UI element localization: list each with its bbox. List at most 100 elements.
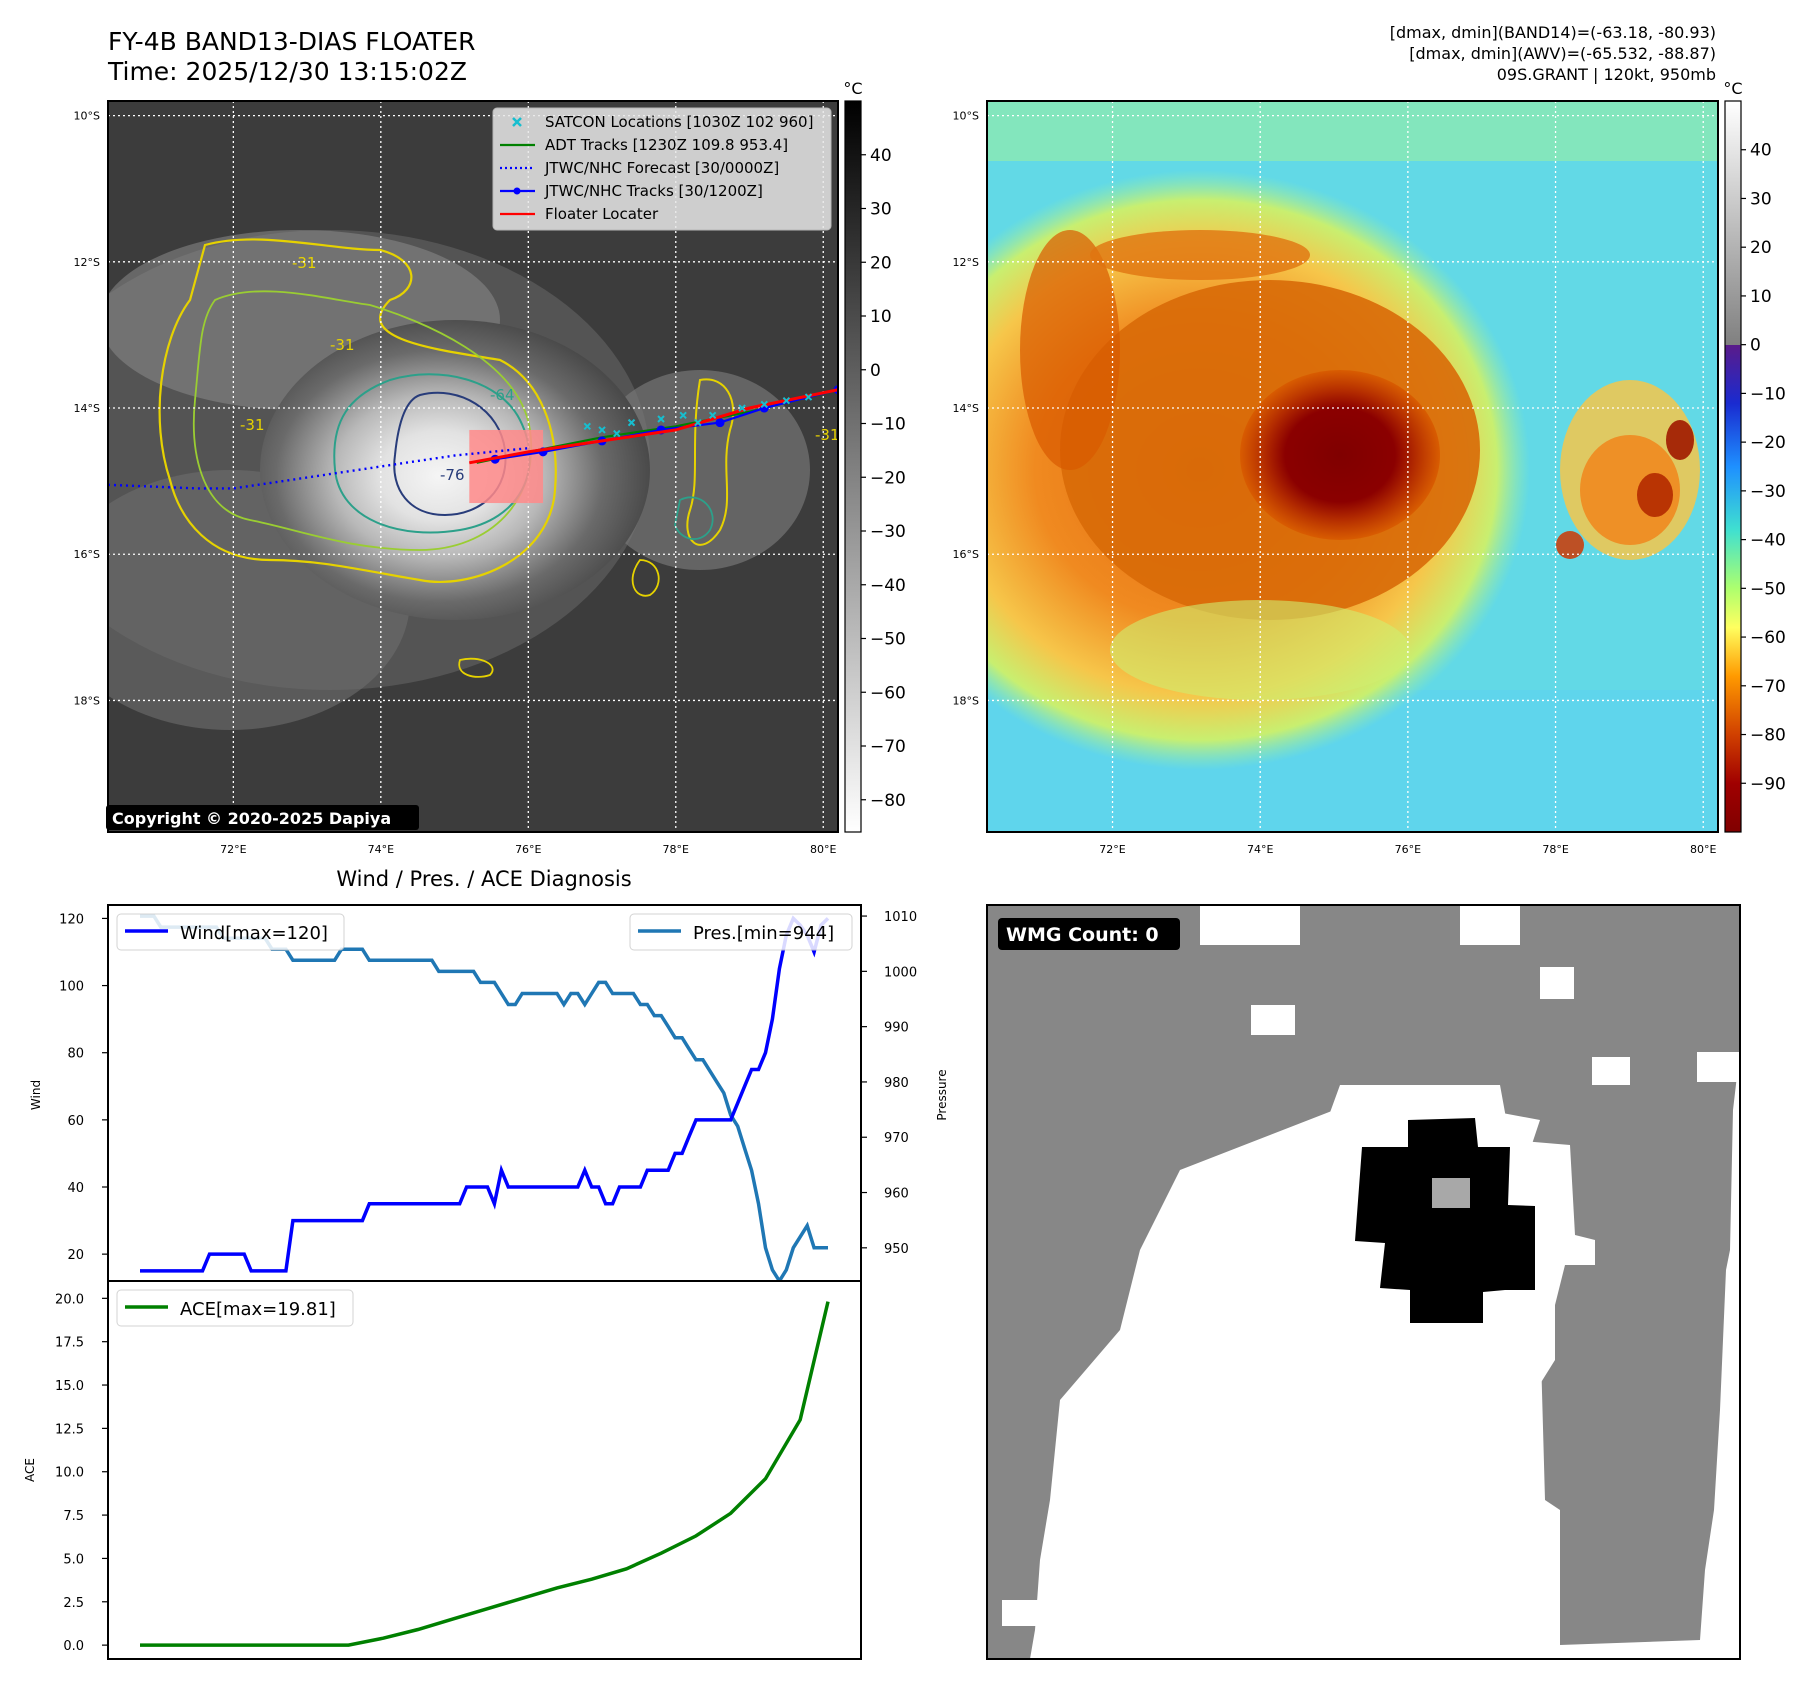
pressure-tick-label: 980: [884, 1076, 909, 1091]
wind-tick-label: 100: [59, 980, 84, 995]
awv-west-band: [1020, 230, 1120, 470]
contour-east-yellow: [686, 378, 735, 546]
satcon-point: [708, 411, 717, 420]
colorbar-tick-label: −90: [1750, 774, 1786, 794]
lon-tick-label: 78°E: [663, 843, 689, 856]
wmg-frame: [986, 904, 1741, 1660]
colorbar-tick-label: −20: [1750, 433, 1786, 453]
wmg-count-text: WMG Count: 0: [1006, 924, 1159, 946]
lat-tick-label: 10°S: [74, 110, 100, 123]
lat-tick-label: 12°S: [953, 256, 979, 269]
ir-colorbar-unit: °C: [843, 79, 862, 98]
contour-label: -31: [330, 336, 355, 354]
colorbar-tick-label: 40: [1750, 141, 1772, 161]
satcon-point: [679, 411, 687, 420]
pressure-legend: Pres.[min=944]: [629, 913, 853, 951]
pressure-axis-label: Pressure: [935, 1069, 949, 1120]
jtwc-forecast-track: [108, 447, 529, 490]
colorbar-tick-label: 0: [870, 361, 881, 381]
wmg-core-black: [1355, 1118, 1535, 1323]
lat-tick-label: 14°S: [74, 402, 100, 415]
ir-colorbar: [844, 100, 862, 833]
contour-label: -31: [240, 416, 265, 434]
satcon-point: [804, 393, 813, 401]
contour-minus76: [393, 391, 507, 517]
wmg-white-patch: [1540, 967, 1574, 999]
colorbar-tick-label: −20: [870, 468, 906, 488]
awv-lon-labels: 72°E 74°E 76°E 78°E 80°E: [1099, 843, 1716, 856]
legend-swatch: [512, 117, 522, 127]
ace-axis-label: ACE: [23, 1458, 37, 1482]
copyright-text: Copyright © 2020-2025 Dapiya: [112, 809, 391, 828]
ir-tracks: [108, 385, 838, 504]
awv-panel: 10°S 12°S 14°S 16°S 18°S 72°E 74°E 76°E 78°E 80°…: [953, 79, 1786, 856]
colorbar-tick-label: 10: [870, 307, 892, 327]
satcon-point: [598, 426, 606, 434]
ir-panel: -31 -31 -31 -64 -76 -31 10°S 12°S 14°S 16°S…: [74, 79, 906, 856]
wind-legend-label: Wind[max=120]: [180, 923, 328, 944]
wmg-outer-gray: [987, 905, 1740, 1659]
ace-tick-label: 17.5: [55, 1336, 84, 1351]
colorbar-tick-label: −40: [870, 576, 906, 596]
ir-time: Time: 2025/12/30 13:15:02Z: [107, 57, 467, 86]
satcon-point: [738, 404, 746, 412]
wind-axis-ticks: 20 40 60 80 100 120: [59, 912, 108, 1263]
floater-box: [469, 429, 544, 504]
awv-colorbar-unit: °C: [1723, 79, 1742, 98]
contour-east-teal: [674, 496, 714, 540]
colorbar-tick-label: 10: [1750, 287, 1772, 307]
colorbar-tick-label: −70: [870, 737, 906, 757]
pressure-legend-label: Pres.[min=944]: [693, 923, 834, 944]
pressure-tick-label: 960: [884, 1187, 909, 1202]
satcon-point: [657, 415, 665, 423]
wmg-badge: [998, 918, 1180, 950]
wmg-white-patch: [1251, 1005, 1295, 1035]
colorbar-tick-label: −80: [870, 791, 906, 811]
awv-colorbar-ticks: 40 30 20 10 0 −10 −20 −30 −40 −50 −60 −70 −80 −90: [1741, 141, 1786, 794]
awv-info: [dmax, dmin](AWV)=(-65.532, -88.87): [1409, 44, 1716, 63]
awv-south-band: [1110, 600, 1410, 700]
lat-tick-label: 18°S: [74, 694, 100, 707]
satcon-point: [782, 397, 791, 405]
pressure-tick-label: 1010: [884, 910, 917, 925]
contour-minus64: [333, 373, 531, 534]
wind-tick-label: 20: [67, 1248, 84, 1263]
wind-tick-label: 80: [67, 1047, 84, 1062]
satcon-point: [583, 422, 592, 431]
legend-label: Floater Locater: [545, 205, 659, 223]
legend-swatch-dot: [513, 187, 521, 195]
awv-lat-labels: 10°S 12°S 14°S 16°S 18°S: [953, 110, 979, 708]
lat-tick-label: 14°S: [953, 402, 979, 415]
contour-south-yellow: [631, 559, 660, 597]
wmg-panel: WMG Count: 0: [986, 904, 1741, 1660]
ace-axes-bg: [108, 1281, 861, 1659]
awv-gridlines: [987, 101, 1718, 832]
lat-tick-label: 16°S: [74, 548, 100, 561]
ace-axis-ticks: 0.0 2.5 5.0 7.5 10.0 12.5 15.0 17.5 20.0: [55, 1292, 108, 1654]
pressure-axis-ticks: 950 960 970 980 990 1000 1010: [861, 910, 917, 1257]
satcon-point: [613, 429, 621, 438]
ace-tick-label: 0.0: [63, 1639, 84, 1654]
satcon-point: [760, 400, 768, 409]
ir-lat-labels: 10°S 12°S 14°S 16°S 18°S: [74, 110, 100, 708]
lon-tick-label: 76°E: [515, 843, 541, 856]
colorbar-tick-label: −10: [1750, 384, 1786, 404]
ir-frame: [107, 100, 839, 833]
colorbar-tick-label: 30: [870, 200, 892, 220]
wind-pres-axes-bg: [108, 905, 861, 1281]
ace-tick-label: 20.0: [55, 1292, 84, 1307]
ace-tick-label: 10.0: [55, 1466, 84, 1481]
awv-band-north: [987, 101, 1718, 161]
awv-frame: [986, 100, 1719, 833]
awv-colorbar-positive: [1725, 101, 1741, 345]
awv-colorbar-negative: [1725, 345, 1741, 832]
colorbar-tick-label: −60: [870, 683, 906, 703]
colorbar-tick-label: −30: [870, 522, 906, 542]
colorbar-tick-label: 20: [1750, 238, 1772, 258]
colorbar-tick-label: −50: [870, 630, 906, 650]
awv-east-core: [1580, 435, 1680, 545]
ace-legend-label: ACE[max=19.81]: [180, 1299, 336, 1320]
contour-label: -64: [490, 386, 515, 404]
ace-tick-label: 5.0: [63, 1552, 84, 1567]
